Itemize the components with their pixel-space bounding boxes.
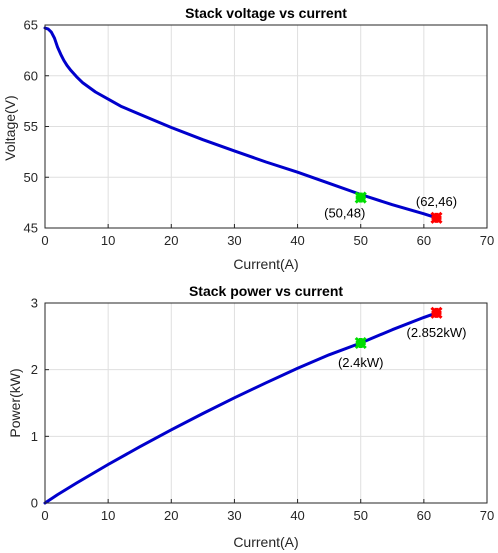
series-layer (43, 26, 438, 220)
plot-frame (44, 302, 488, 504)
x-tick-label: 70 (480, 233, 494, 248)
y-tick-label: 1 (31, 429, 38, 444)
highlight-marker (354, 336, 367, 350)
series-line (43, 311, 438, 505)
y-tick-label: 0 (31, 496, 38, 511)
chart-title: Stack power vs current (189, 283, 343, 299)
x-axis-label: Current(A) (233, 534, 298, 550)
x-tick-label: 30 (227, 508, 241, 523)
y-axis-label: Power(kW) (7, 368, 23, 437)
marker-label: (2.852kW) (407, 325, 467, 340)
marker-label: (50,48) (324, 206, 365, 221)
marker-label: (62,46) (416, 194, 457, 209)
x-tick-label: 20 (164, 508, 178, 523)
x-tick-label: 70 (480, 508, 494, 523)
x-tick-label: 60 (417, 508, 431, 523)
tick-labels: 0 10 20 30 40 50 60 70 0 1 2 3 (31, 296, 494, 524)
x-tick-label: 60 (417, 233, 431, 248)
x-tick-label: 50 (353, 233, 367, 248)
x-tick-label: 40 (290, 233, 304, 248)
x-tick-label: 40 (290, 508, 304, 523)
y-axis-label: Voltage(V) (2, 95, 18, 160)
x-tick-label: 10 (101, 508, 115, 523)
y-tick-label: 65 (24, 18, 38, 33)
marker-label: (2.4kW) (338, 355, 384, 370)
voltage-chart: Stack voltage vs current (50,48)(62,46) … (2, 5, 494, 272)
highlight-marker (430, 211, 443, 224)
x-tick-label: 0 (41, 508, 48, 523)
y-tick-label: 2 (31, 362, 38, 377)
x-axis-label: Current(A) (233, 256, 298, 272)
x-tick-label: 50 (353, 508, 367, 523)
marker-layer: (50,48) (62,46) (324, 191, 457, 224)
x-tick-label: 10 (101, 233, 115, 248)
series-line (43, 26, 438, 220)
highlight-marker (430, 306, 443, 319)
power-chart: Stack power vs current (2.4kW)(2.852kW) … (7, 283, 494, 550)
x-tick-label: 0 (41, 233, 48, 248)
x-tick-label: 30 (227, 233, 241, 248)
y-tick-label: 60 (24, 68, 38, 83)
y-tick-label: 55 (24, 119, 38, 134)
x-tick-label: 20 (164, 233, 178, 248)
marker-layer: (2.4kW) (2.852kW) (338, 306, 467, 370)
highlight-marker (354, 191, 367, 204)
y-tick-label: 50 (24, 170, 38, 185)
chart-title: Stack voltage vs current (185, 5, 347, 21)
y-tick-label: 45 (24, 221, 38, 236)
tick-labels: 0 10 20 30 40 50 60 70 45 50 55 60 65 (24, 18, 495, 249)
y-tick-label: 3 (31, 296, 38, 311)
series-layer (43, 311, 438, 505)
